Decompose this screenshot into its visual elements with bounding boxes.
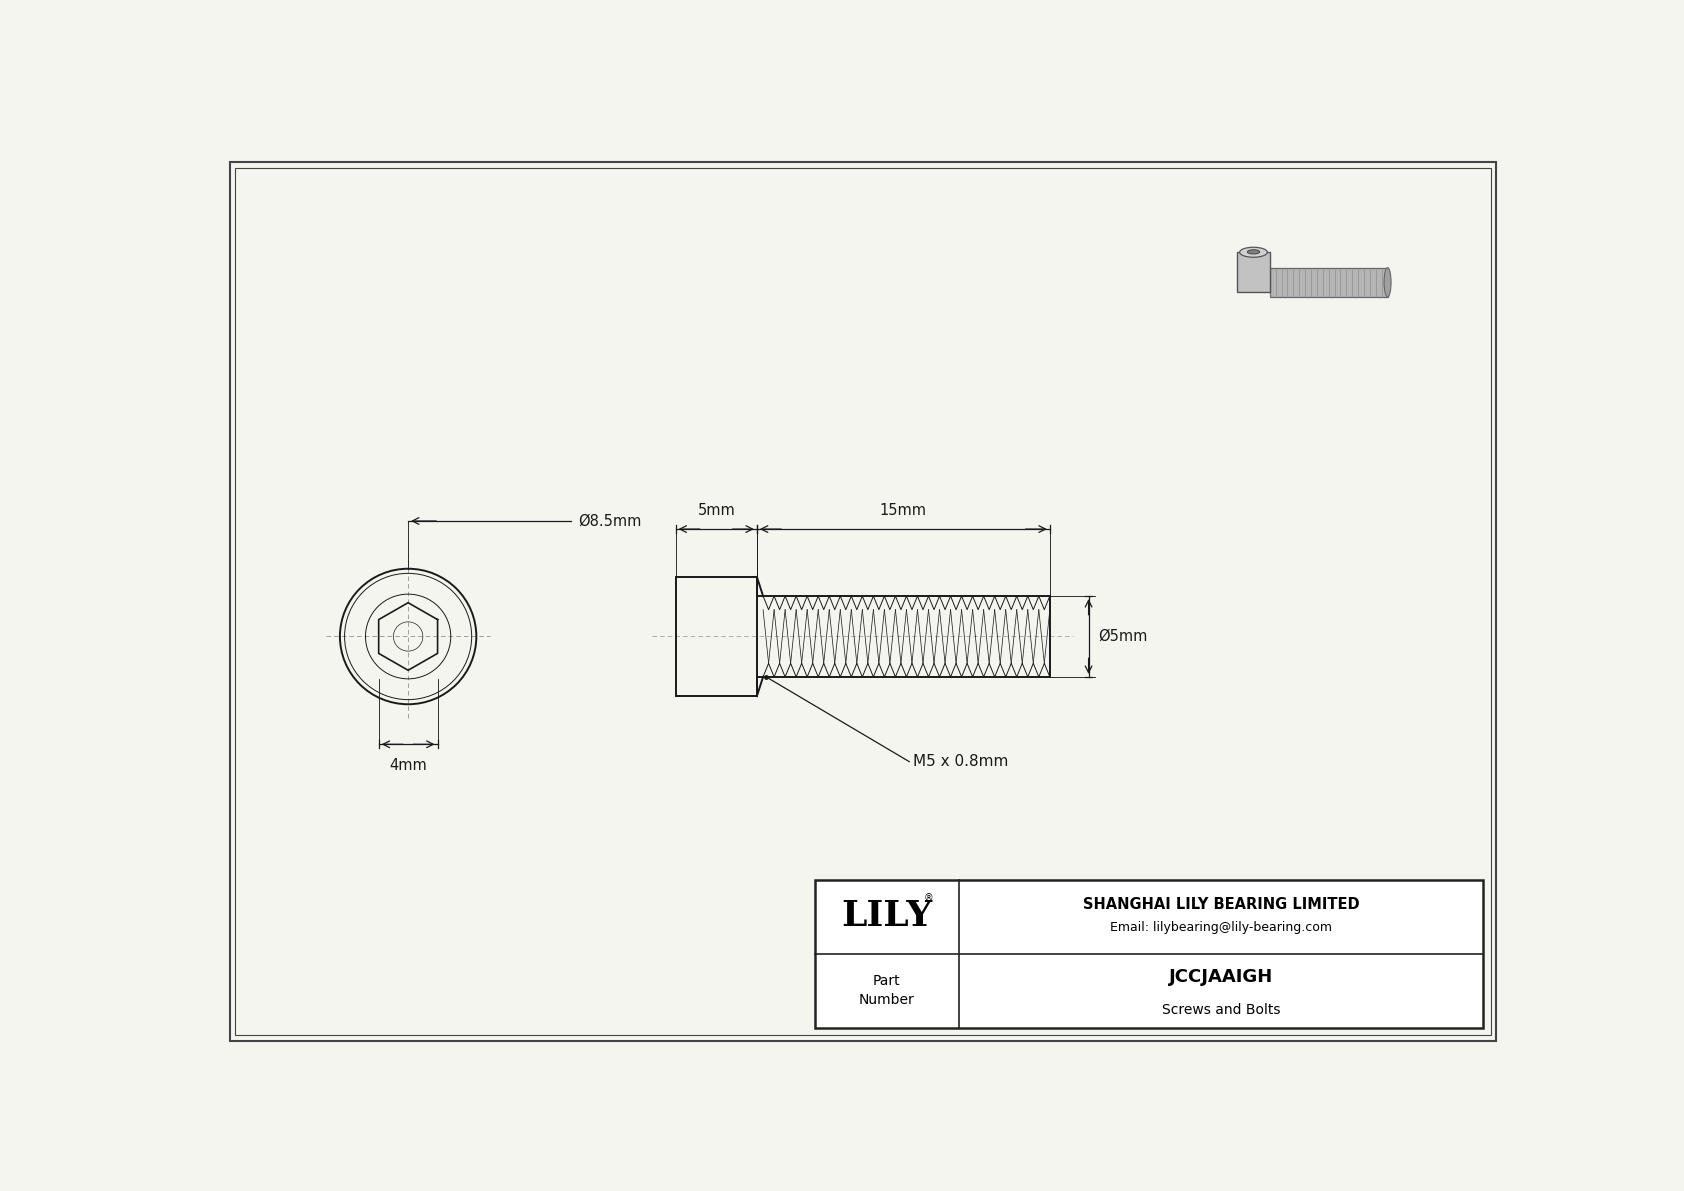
Bar [675,576,756,697]
Text: Ø5mm: Ø5mm [1098,629,1147,644]
Text: JCCJAAIGH: JCCJAAIGH [1169,968,1273,986]
Text: LILY: LILY [842,899,933,933]
Text: Ø8.5mm: Ø8.5mm [579,513,642,529]
Text: Screws and Bolts: Screws and Bolts [1162,1003,1280,1017]
Text: M5 x 0.8mm: M5 x 0.8mm [913,754,1009,769]
Text: SHANGHAI LILY BEARING LIMITED: SHANGHAI LILY BEARING LIMITED [1083,897,1359,911]
Ellipse shape [1248,250,1260,254]
Bar [815,880,1484,1028]
Text: Part
Number: Part Number [859,974,914,1008]
Text: 5mm: 5mm [697,503,734,518]
Bar [1270,268,1388,297]
Text: 15mm: 15mm [879,503,926,518]
Text: 4mm: 4mm [389,759,428,773]
Ellipse shape [1384,268,1391,297]
Text: Email: lilybearing@lily-bearing.com: Email: lilybearing@lily-bearing.com [1110,921,1332,934]
Ellipse shape [1239,248,1268,257]
Text: ®: ® [925,893,933,903]
Bar [1238,252,1270,292]
